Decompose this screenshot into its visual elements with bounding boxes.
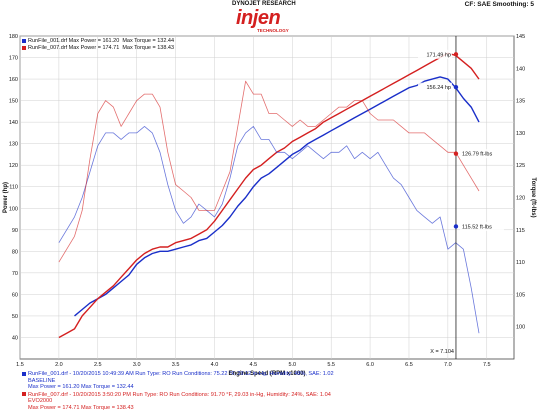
- annotation-label: 171.49 hp: [426, 52, 450, 58]
- legend-torque-text: Max Torque = 138.43: [122, 45, 175, 51]
- y-right-axis-label: Torque (ft-lbs): [530, 177, 536, 217]
- y-right-tick-label: 115: [516, 228, 525, 234]
- x-tick-label: 5.5: [327, 362, 335, 368]
- legend-swatch-blue: [22, 38, 26, 43]
- series-line-torque-3: [58, 80, 480, 263]
- y-left-tick-label: 40: [12, 335, 18, 341]
- y-right-tick-label: 130: [516, 131, 525, 137]
- y-right-tick-label: 105: [516, 292, 525, 298]
- x-tick-label: 7.5: [483, 362, 491, 368]
- x-axis-label: Engine Speed (RPM x1000): [228, 371, 305, 377]
- y-left-tick-label: 50: [12, 314, 18, 320]
- annotation-marker: [453, 52, 459, 57]
- run-info-line: RunFile_007.drf - 10/20/2015 3:50:20 PM …: [22, 392, 334, 399]
- y-right-tick-label: 110: [516, 260, 525, 266]
- top-legend: RunFile_001.drf Max Power = 161.20 Max T…: [22, 38, 174, 52]
- series-layer: [58, 52, 480, 339]
- x-tick-label: 3.0: [133, 362, 141, 368]
- annotation-label: 126.79 ft-lbs: [462, 152, 493, 158]
- legend-item-blue: RunFile_001.drf Max Power = 161.20 Max T…: [22, 38, 174, 45]
- y-right-tick-label: 140: [516, 66, 525, 72]
- y-left-tick-label: 150: [9, 99, 18, 105]
- cursor-label: X = 7.104: [430, 349, 454, 355]
- annotations: X = 7.104 171.49 hp 156.24 hp 126.79 ft-lbs…: [417, 36, 504, 359]
- series-line-torque-2: [58, 126, 480, 334]
- annotation-marker: [453, 151, 459, 156]
- x-tick-label: 6.5: [405, 362, 413, 368]
- y-right-tick-label: 145: [516, 34, 525, 40]
- run-info-title: BASELINE: [28, 377, 56, 384]
- legend-swatch-red: [22, 45, 26, 50]
- y-left-tick-label: 160: [9, 77, 18, 83]
- x-tick-label: 4.5: [250, 362, 258, 368]
- run-info-max: Max Power = 161.20 Max Torque = 132.44: [28, 384, 134, 391]
- settings-label: CF: SAE Smoothing: 5: [464, 1, 534, 8]
- run-info-panel: RunFile_001.drf - 10/20/2015 10:49:39 AM…: [22, 371, 334, 413]
- run-info-conditions: RunFile_007.drf - 10/20/2015 3:50:20 PM …: [28, 391, 331, 398]
- y-right-tick-label: 120: [516, 196, 525, 202]
- run-info-baseline: RunFile_001.drf - 10/20/2015 10:49:39 AM…: [22, 371, 334, 391]
- y-left-axis-label: Power (hp): [3, 182, 9, 213]
- y-left-tick-label: 90: [12, 228, 18, 234]
- legend-torque-text: Max Torque = 132.44: [122, 38, 175, 44]
- annotation-label: 115.52 ft-lbs: [462, 224, 492, 230]
- injen-logo: injen: [236, 7, 281, 29]
- legend-text: RunFile_001.drf Max Power = 161.20: [28, 38, 120, 44]
- run-info-title: EVO2000: [28, 398, 53, 405]
- x-tick-label: 3.5: [172, 362, 180, 368]
- y-left-tick-label: 170: [9, 56, 18, 62]
- legend-text: RunFile_007.drf Max Power = 174.71: [28, 45, 120, 51]
- brand-sub-text: TECHNOLOGY: [257, 28, 289, 33]
- y-left-tick-label: 140: [9, 120, 18, 126]
- y-right-tick-label: 125: [516, 163, 525, 169]
- y-left-tick-label: 180: [9, 34, 18, 40]
- brand-top-text: DYNOJET RESEARCH: [232, 1, 296, 7]
- run-info-max: Max Power = 174.71 Max Torque = 138.43: [28, 404, 134, 411]
- y-left-tick-label: 100: [9, 206, 18, 212]
- y-left-tick-label: 60: [12, 292, 18, 298]
- annotation-marker: [453, 224, 459, 229]
- x-tick-label: 7.0: [444, 362, 452, 368]
- x-tick-label: 2.0: [55, 362, 63, 368]
- y-left-tick-label: 70: [12, 271, 18, 277]
- run-info-conditions: RunFile_001.drf - 10/20/2015 10:49:39 AM…: [28, 371, 334, 377]
- x-tick-label: 6.0: [366, 362, 374, 368]
- series-line-power-0: [74, 76, 480, 317]
- series-line-power-1: [58, 52, 480, 339]
- y-left-tick-label: 80: [12, 249, 18, 255]
- legend-item-red: RunFile_007.drf Max Power = 174.71 Max T…: [22, 45, 174, 52]
- annotation-label: 156.24 hp: [426, 85, 450, 91]
- run-info-line: RunFile_001.drf - 10/20/2015 10:49:39 AM…: [22, 371, 334, 378]
- y-left-tick-label: 130: [9, 142, 18, 148]
- annotation-box: [459, 149, 504, 159]
- x-tick-label: 1.5: [16, 362, 24, 368]
- run-swatch-red: [22, 392, 26, 397]
- annotation-box: [459, 221, 504, 231]
- y-right-tick-label: 100: [516, 325, 525, 331]
- y-left-tick-label: 110: [9, 185, 18, 191]
- y-left-tick-label: 120: [9, 163, 18, 169]
- axes: 1.5 2.0 2.5 3.0 3.5 4.0 4.5 5.0 5.5 6.0 6.5 7.0 7.5 4…: [3, 34, 536, 377]
- x-tick-label: 4.0: [211, 362, 219, 368]
- run-swatch-blue: [22, 371, 26, 376]
- y-right-tick-label: 135: [516, 99, 525, 105]
- annotation-box: [417, 49, 452, 59]
- x-tick-label: 5.0: [288, 362, 296, 368]
- annotation-box: [417, 82, 452, 92]
- run-info-evo: RunFile_007.drf - 10/20/2015 3:50:20 PM …: [22, 392, 334, 412]
- x-tick-label: 2.5: [94, 362, 102, 368]
- annotation-marker: [453, 84, 459, 90]
